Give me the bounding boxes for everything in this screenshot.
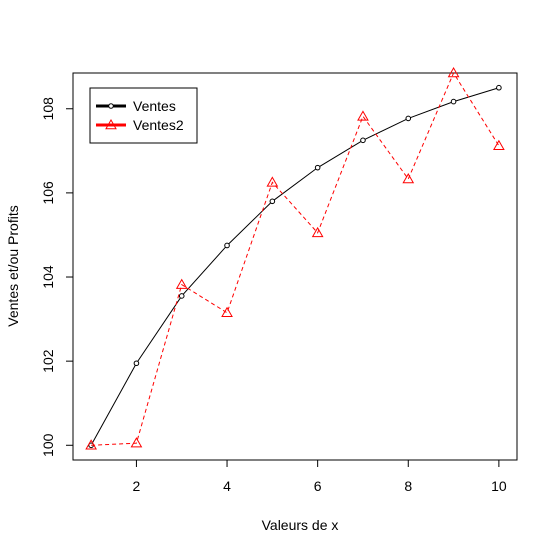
data-point-ventes xyxy=(178,293,185,299)
x-tick-label: 6 xyxy=(314,478,322,494)
data-point-ventes xyxy=(405,115,412,122)
data-point-ventes2 xyxy=(266,176,279,187)
legend: Ventes Ventes2 xyxy=(89,87,198,144)
series-layer xyxy=(85,66,505,450)
legend-label-ventes: Ventes xyxy=(133,98,176,114)
data-point-ventes xyxy=(224,242,230,249)
legend-marker-ventes2 xyxy=(105,118,117,130)
legend-label-ventes2: Ventes2 xyxy=(133,117,184,133)
y-tick-label: 106 xyxy=(40,181,56,205)
data-point-ventes2 xyxy=(311,226,324,238)
y-tick-label: 104 xyxy=(40,265,56,289)
plot-frame xyxy=(72,72,518,461)
y-tick-label: 108 xyxy=(40,97,56,121)
data-point-ventes xyxy=(496,84,502,91)
data-point-ventes2 xyxy=(402,172,415,184)
data-point-ventes xyxy=(269,198,276,205)
data-point-ventes xyxy=(450,98,457,105)
series-line-ventes2 xyxy=(91,71,500,446)
x-tick-label: 4 xyxy=(223,478,231,494)
legend-box xyxy=(89,87,198,144)
series-ventes2 xyxy=(85,66,505,450)
data-point-ventes2 xyxy=(447,66,460,78)
x-tick-label: 8 xyxy=(404,478,412,494)
x-tick-label: 10 xyxy=(491,478,507,494)
legend-marker-ventes xyxy=(108,103,114,109)
data-point-ventes2 xyxy=(85,439,97,450)
series-line-ventes xyxy=(90,87,500,446)
data-point-ventes xyxy=(133,360,140,367)
data-point-ventes2 xyxy=(130,437,143,448)
data-point-ventes xyxy=(314,164,321,171)
y-tick-label: 102 xyxy=(40,349,56,373)
data-point-ventes2 xyxy=(221,306,233,318)
data-point-ventes2 xyxy=(175,278,188,289)
y-tick-label: 100 xyxy=(40,433,56,457)
x-axis-label: Valeurs de x xyxy=(262,517,339,533)
data-point-ventes2 xyxy=(357,110,369,121)
y-axis-label: Ventes et/ou Profits xyxy=(5,205,21,326)
data-point-ventes2 xyxy=(493,139,505,151)
y-axis: 100 102 104 106 108 xyxy=(40,97,73,457)
data-point-ventes xyxy=(360,137,366,144)
x-axis: 2 4 6 8 10 xyxy=(133,460,507,494)
x-tick-label: 2 xyxy=(133,478,141,494)
